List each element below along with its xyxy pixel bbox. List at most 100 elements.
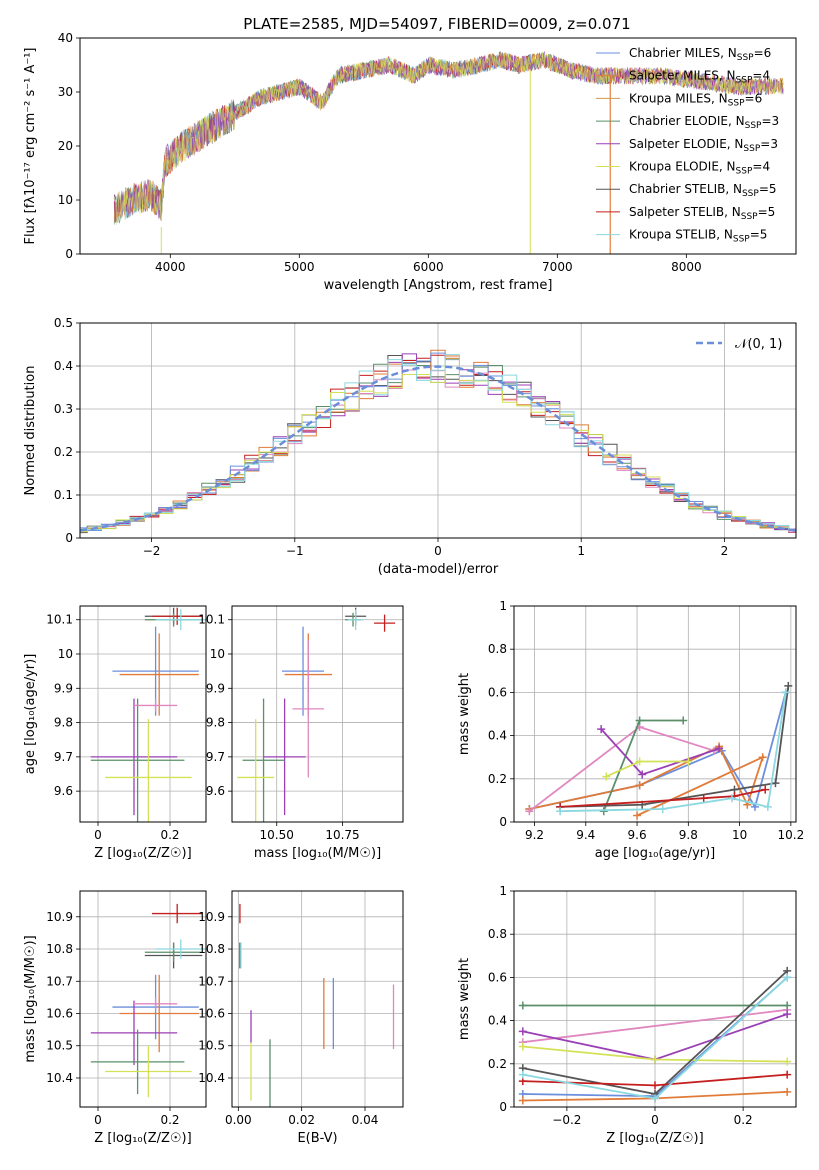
y-tick-label: 30 [58,85,73,99]
axes-frame [513,890,797,1108]
weight-line [522,1008,788,1044]
y-tick-label: 9.6 [54,784,73,798]
y-tick-label: 10.9 [46,910,73,924]
y-tick-label: 10.6 [198,1007,225,1021]
histogram-step [80,354,796,531]
y-axis-label: mass weight [457,958,472,1040]
y-tick-label: 10.1 [46,613,73,627]
x-tick-label: 1 [577,544,585,558]
y-tick-label: 10.8 [46,942,73,956]
weight-marker [761,785,770,794]
weight-marker [518,1027,527,1036]
weight-marker [783,1001,792,1010]
panel-mass-weight-vs-z: −0.2 0 0.2 0 0.2 0.4 0.6 0.8 1 Z [log₁₀(Z/Z☉)] mas… [457,884,797,1146]
y-tick-label: 10 [58,647,73,661]
panel-mass-vs-z: 0 0.2 10.4 10.5 10.6 10.7 10.8 10.9 Z [log₁₀(Z/Z… [23,890,207,1146]
axes-frame [79,322,797,539]
legend-entry: Salpeter ELODIE, NSSP=3 [629,137,778,154]
axes-frame [513,605,797,823]
x-axis-label: E(B-V) [297,1131,337,1146]
weight-marker [784,681,793,690]
panel-spectrum: 4000 5000 6000 7000 8000 0 10 20 30 40 wavelength … [23,31,797,293]
x-axis-label: age [log₁₀(age/yr)] [595,846,716,861]
weight-marker [518,1096,527,1105]
y-tick-label: 9.7 [206,750,225,764]
plot-area [237,607,396,822]
x-axis-label: mass [log₁₀(M/M☉)] [254,846,381,861]
y-tick-label: 9.8 [206,716,225,730]
axes-frame [79,605,207,823]
plot-area [239,903,395,1107]
panel-age-vs-z: 0 0.2 9.6 9.7 9.8 9.9 10 10.1 Z [log₁₀(Z/Z☉)] age… [23,605,207,861]
y-tick-label: 0 [499,1100,507,1114]
y-tick-label: 40 [58,31,73,45]
x-tick-label: 8000 [671,260,702,274]
x-tick-label: 10.75 [325,828,359,842]
x-tick-label: −0.2 [552,1113,581,1127]
x-tick-label: 0.02 [288,1113,315,1127]
legend-entry: Chabrier ELODIE, NSSP=3 [629,114,779,131]
weight-marker [651,1055,659,1064]
weight-line [560,788,766,808]
x-tick-label: 10 [732,828,747,842]
x-axis-label: wavelength [Angstrom, rest frame] [324,278,553,293]
y-tick-label: 10.1 [198,613,225,627]
x-tick-label: 4000 [155,260,186,274]
y-tick-label: 0.2 [488,772,507,786]
x-tick-label: 0.2 [160,828,179,842]
weight-marker [763,802,772,811]
x-tick-label: 0.04 [352,1113,379,1127]
y-axis-label: mass weight [457,673,472,755]
y-axis-label: mass [log₁₀(M/M☉)] [23,935,38,1062]
y-tick-label: 9.8 [54,716,73,730]
y-tick-label: 10.9 [198,910,225,924]
y-tick-label: 0.4 [488,729,507,743]
y-tick-label: 10.6 [46,1007,73,1021]
y-tick-label: 0.8 [488,927,507,941]
panel-age-vs-mass: 10.50 10.75 9.6 9.7 9.8 9.9 10 10.1 mass [log₁₀(… [198,605,404,861]
y-tick-label: 1 [499,884,507,898]
x-tick-label: 0.2 [160,1113,179,1127]
axes-frame [231,890,404,1108]
x-tick-label: 0.00 [225,1113,252,1127]
weight-marker [556,807,565,816]
y-tick-label: 0.1 [54,488,73,502]
panel-residuals: −2 −1 0 1 2 0 0.1 0.2 0.3 0.4 0.5 (data-model)/erro… [23,316,797,577]
weight-marker [783,1070,792,1079]
x-tick-label: 6000 [413,260,444,274]
legend-entry: Kroupa ELODIE, NSSP=4 [629,160,770,177]
y-tick-label: 0 [65,247,73,261]
y-tick-label: 0.2 [54,445,73,459]
x-tick-label: −1 [286,544,304,558]
weight-marker [651,1094,659,1103]
plot-area [90,903,206,1098]
spectrum-line [113,51,784,224]
axes-frame [79,37,797,255]
plot-area [90,607,206,822]
y-tick-label: 0.8 [488,642,507,656]
legend-entry: Chabrier MILES, NSSP=6 [629,46,771,63]
weight-marker [518,1001,527,1010]
weight-marker [715,744,724,753]
plot-area [525,681,793,820]
plot-area [518,966,792,1105]
panel-mass-vs-ebv: 0.00 0.02 0.04 10.4 10.5 10.6 10.7 10.8 10.9 E(B-… [198,890,404,1146]
y-tick-label: 20 [58,139,73,153]
weight-marker [658,805,667,814]
y-tick-label: 10.5 [198,1039,225,1053]
y-tick-label: 0 [499,815,507,829]
legend-entry: 𝒩(0, 1) [735,337,782,352]
y-tick-label: 10.7 [46,974,73,988]
x-axis-label: Z [log₁₀(Z/Z☉)] [606,1131,703,1146]
x-tick-label: 0.2 [734,1113,753,1127]
x-tick-label: 10.2 [778,828,805,842]
weight-marker [638,770,647,779]
weight-line [529,692,787,810]
y-tick-label: 10.7 [198,974,225,988]
weight-marker [597,725,606,734]
weight-line [602,719,684,812]
weight-marker [602,772,611,781]
weight-marker [635,781,644,790]
weight-marker [783,1087,792,1096]
